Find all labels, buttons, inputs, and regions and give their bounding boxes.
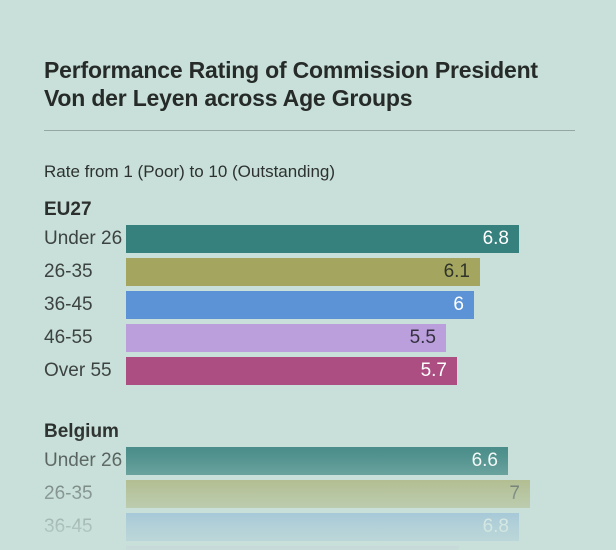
bar-row: 26-35 6.1 — [44, 258, 604, 286]
page-title: Performance Rating of Commission Preside… — [44, 56, 589, 112]
bar: 5.5 — [126, 324, 446, 352]
title-divider — [44, 130, 575, 131]
bar — [126, 546, 459, 550]
page-title-line1: Performance Rating of Commission Preside… — [44, 57, 538, 83]
bar-row-label: 36-45 — [44, 294, 93, 315]
bar-value-label: 5.5 — [409, 327, 436, 348]
bar-row-label: Under 26 — [44, 450, 123, 471]
bar-value-label: 6.8 — [482, 516, 509, 537]
bar-row: 46-55 5.5 — [44, 324, 604, 352]
bar-row: Under 26 6.8 — [44, 225, 604, 253]
bar-row-label: 46-55 — [44, 327, 93, 348]
bar-value-label: 6.1 — [443, 261, 470, 282]
bar-row: 36-45 6 — [44, 291, 604, 319]
bar: 6.6 — [126, 447, 508, 475]
bar-row: 26-35 7 — [44, 480, 604, 508]
chart-area: EU27 Under 26 6.8 26-35 6.1 36-45 6 46-55 5.5 Ove… — [44, 199, 604, 550]
bar: 7 — [126, 480, 530, 508]
bar-value-label: 5.7 — [420, 360, 447, 381]
bar-row: Over 55 5.7 — [44, 357, 604, 385]
bar-row-label: 26-35 — [44, 483, 93, 504]
group-label: Belgium — [44, 421, 119, 442]
bar: 5.7 — [126, 357, 457, 385]
bar-value-label: 6.6 — [471, 450, 498, 471]
bar: 6.8 — [126, 513, 519, 541]
group-belgium: Belgium Under 26 6.6 26-35 7 36-45 6.8 — [44, 421, 604, 550]
bar-row-label: Over 55 — [44, 360, 112, 381]
bar-row-label: Under 26 — [44, 228, 123, 249]
chart-subtitle: Rate from 1 (Poor) to 10 (Outstanding) — [44, 162, 336, 181]
bar-row-label: 26-35 — [44, 261, 93, 282]
bar-value-label: 6.8 — [482, 228, 509, 249]
bar-value-label: 7 — [509, 483, 520, 504]
bar: 6.8 — [126, 225, 519, 253]
bar: 6.1 — [126, 258, 480, 286]
bar: 6 — [126, 291, 474, 319]
bar-value-label: 6 — [453, 294, 464, 315]
group-eu27: EU27 Under 26 6.8 26-35 6.1 36-45 6 46-55 5.5 Ove… — [44, 199, 604, 385]
bar-row: 36-45 6.8 — [44, 513, 604, 541]
group-label: EU27 — [44, 199, 92, 220]
bar-row — [44, 546, 604, 550]
bar-row-label: 36-45 — [44, 516, 93, 537]
bar-row: Under 26 6.6 — [44, 447, 604, 475]
page-title-line2: Von der Leyen across Age Groups — [44, 85, 413, 111]
